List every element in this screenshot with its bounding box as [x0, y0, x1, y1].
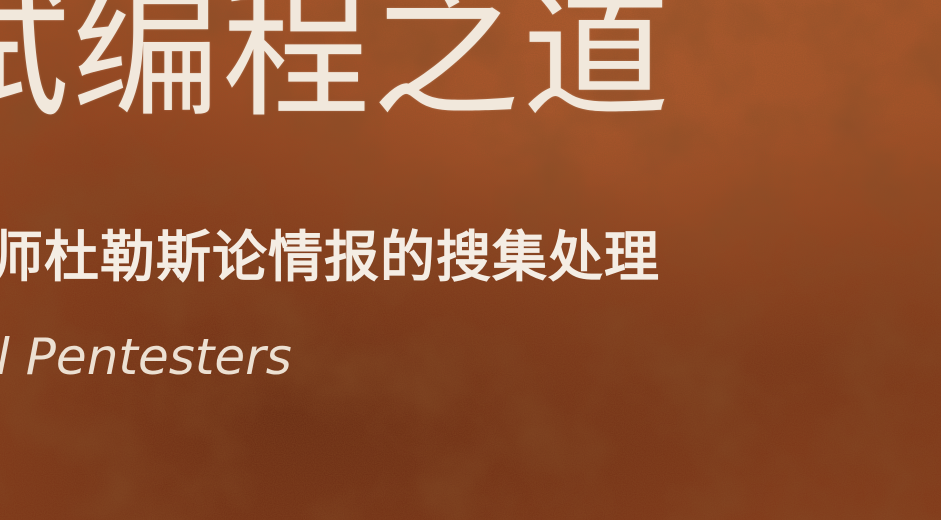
book-subtitle: 师杜勒斯论情报的搜集处理 — [0, 225, 661, 289]
english-subtitle: l Pentesters — [0, 328, 292, 386]
book-title: 试编程之道 — [0, 0, 672, 138]
